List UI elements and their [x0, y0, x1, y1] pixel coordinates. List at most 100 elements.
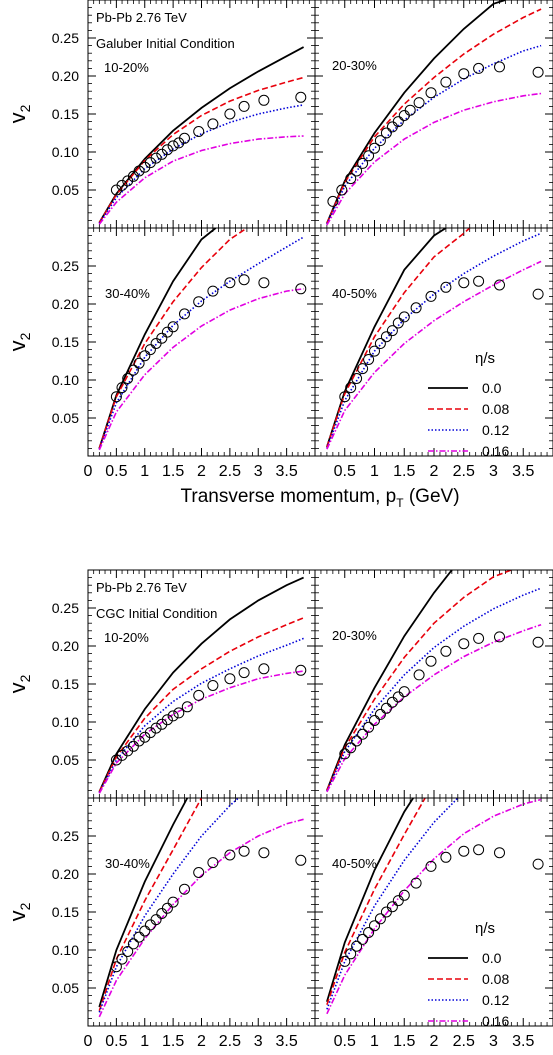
panel-frame: [87, 0, 316, 229]
legend-label: 0.0: [482, 950, 502, 966]
curve-eta-s-0.0: [98, 798, 189, 1008]
data-point: [345, 382, 357, 394]
x-tick-label: 0.5: [334, 463, 356, 480]
data-point: [425, 290, 437, 302]
legend-label: 0.16: [482, 443, 509, 459]
data-point: [295, 91, 307, 103]
y-tick-label: 0.15: [52, 334, 79, 350]
data-point: [458, 638, 470, 650]
data-point: [193, 296, 205, 308]
x-tick-label: 2.5: [453, 1033, 475, 1050]
data-point: [473, 632, 485, 644]
data-point: [425, 87, 437, 99]
data-point: [167, 321, 179, 333]
data-point: [179, 132, 190, 144]
x-tick-label: 3: [254, 1033, 263, 1050]
data-point: [380, 906, 392, 918]
data-point: [458, 845, 470, 857]
data-point: [133, 931, 145, 943]
panel-frame: [314, 569, 553, 799]
y-axis-label: v2: [5, 902, 33, 921]
curve-eta-s-0.08: [98, 617, 304, 793]
x-tick-label: 0: [84, 463, 93, 480]
x-tick-label: 1: [370, 1033, 379, 1050]
centrality-label: 40-50%: [332, 856, 377, 871]
panel-2-20-30%: 20-30%: [314, 569, 553, 799]
y-tick-label: 0.25: [52, 600, 79, 616]
legend: η/s 0.0 0.08 0.12 0.16: [428, 350, 509, 459]
data-point: [144, 919, 156, 931]
curve-eta-s-0.0: [326, 0, 506, 224]
data-point: [357, 933, 369, 945]
data-point: [150, 914, 162, 926]
x-tick-label: 3.5: [276, 1033, 298, 1050]
data-point: [363, 354, 375, 365]
curve-eta-s-0.12: [98, 236, 305, 450]
x-tick-label: 2.5: [219, 463, 241, 480]
data-point: [345, 742, 357, 754]
data-point: [351, 165, 363, 177]
panel-ticks: [88, 570, 315, 798]
curve-eta-s-0.12: [98, 104, 304, 224]
data-point: [167, 140, 179, 152]
data-point: [410, 302, 422, 314]
data-point: [193, 126, 205, 137]
data-point: [380, 331, 392, 343]
data-point: [425, 860, 437, 872]
y-tick-label: 0.25: [52, 828, 79, 844]
data-point: [458, 68, 470, 80]
data-point: [392, 691, 404, 703]
panel-2-40-50%: 40-50%: [314, 797, 553, 1027]
y-tick-label: 0.05: [52, 410, 79, 426]
data-point: [339, 955, 351, 967]
data-point: [238, 274, 250, 286]
data-point: [392, 317, 404, 329]
data-point: [238, 100, 250, 112]
data-point: [258, 94, 270, 106]
data-point: [110, 961, 122, 973]
data-point: [473, 844, 485, 856]
x-tick-label: 1: [370, 463, 379, 480]
data-point: [404, 104, 416, 116]
data-point: [161, 714, 173, 726]
data-point: [139, 925, 151, 937]
data-point: [295, 664, 307, 676]
y-tick-label: 0.10: [52, 714, 79, 730]
initial-condition-label: Galuber Initial Condition: [96, 36, 235, 51]
y-tick-label: 0.25: [52, 30, 79, 46]
x-tick-label: 2.5: [219, 1033, 241, 1050]
panel-ticks: [315, 798, 553, 1026]
data-point: [351, 735, 363, 747]
panel-ticks: [315, 570, 553, 798]
x-tick-label: 2: [197, 463, 206, 480]
curve-eta-s-0.08: [326, 798, 426, 1005]
data-point: [374, 135, 386, 147]
data-point: [386, 121, 398, 133]
data-point: [374, 913, 386, 925]
data-point: [144, 344, 156, 356]
x-tick-label: 3.5: [512, 1033, 534, 1050]
curve-eta-s-0.0: [326, 570, 453, 791]
data-point: [207, 285, 219, 297]
x-tick-label: 3: [254, 463, 263, 480]
data-point: [392, 895, 404, 907]
data-point: [398, 110, 410, 121]
x-tick-label: 2.5: [453, 463, 475, 480]
panel-ticks: [88, 228, 315, 456]
x-tick-label: 3.5: [276, 463, 298, 480]
data-point: [181, 701, 193, 713]
curve-eta-s-0.16: [326, 623, 542, 793]
panel-frame: [314, 227, 553, 457]
y-tick-label: 0.10: [52, 942, 79, 958]
data-point: [386, 696, 398, 708]
data-point: [238, 845, 250, 857]
x-tick-label: 2: [430, 463, 439, 480]
data-point: [386, 325, 398, 337]
data-point: [173, 707, 185, 719]
x-tick-label: 1: [140, 463, 149, 480]
data-point: [224, 108, 236, 120]
data-point: [295, 283, 307, 295]
y-tick-label: 0.10: [52, 372, 79, 388]
curve-eta-s-0.08: [98, 798, 203, 1012]
